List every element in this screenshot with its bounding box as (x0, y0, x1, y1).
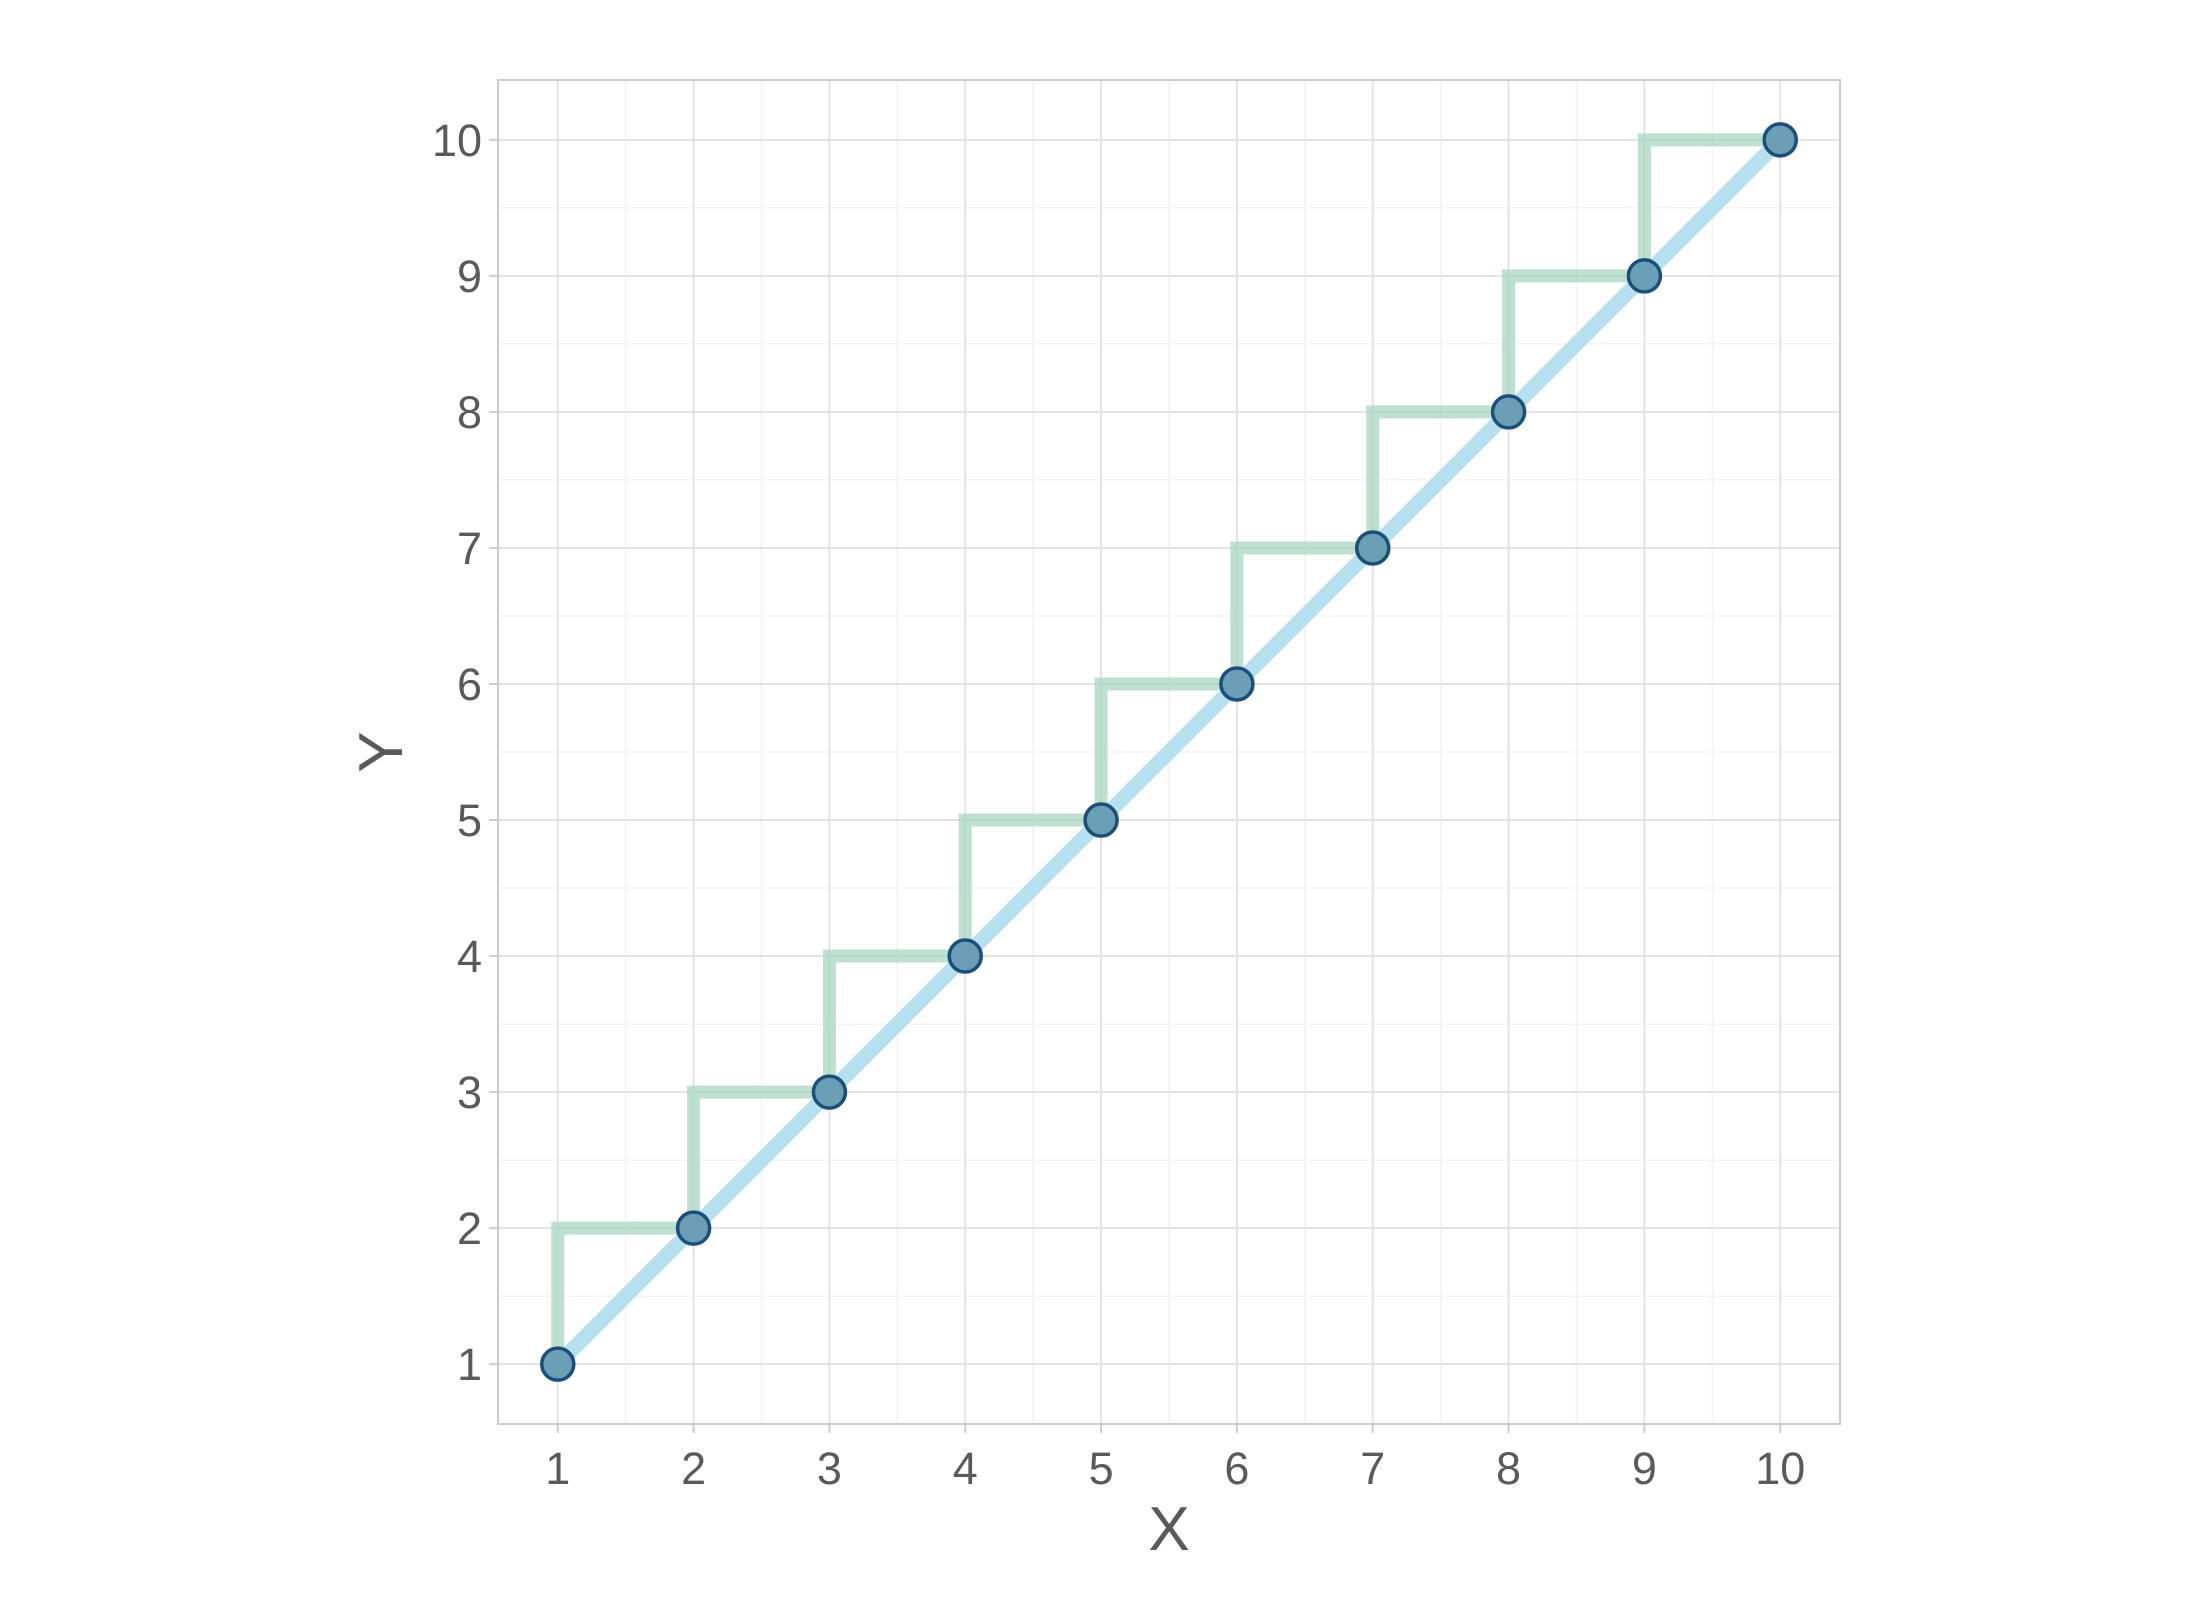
y-axis-title: Y (347, 731, 416, 772)
data-point (1354, 530, 1391, 566)
y-tick-label: 9 (457, 251, 482, 302)
x-axis-title: X (1148, 1495, 1189, 1564)
scatter-points (540, 122, 1798, 1382)
data-point (947, 938, 984, 974)
data-point (1762, 122, 1798, 158)
y-tick-label: 6 (457, 659, 482, 710)
x-tick-label: 10 (1755, 1443, 1805, 1494)
y-tick-label: 8 (457, 387, 482, 438)
y-tick-label: 10 (432, 115, 482, 166)
plot-panel-border (497, 79, 1841, 1425)
data-point (1490, 394, 1527, 430)
x-tick-label: 6 (1224, 1443, 1249, 1494)
data-point (811, 1074, 848, 1110)
data-point (675, 1210, 712, 1246)
y-tick-label: 2 (457, 1203, 482, 1254)
diagonal-series-line (552, 134, 1786, 1370)
x-tick-label: 3 (817, 1443, 842, 1494)
step-series-line (551, 133, 1781, 1365)
y-tick-label: 3 (457, 1067, 482, 1118)
data-point (1083, 802, 1119, 838)
y-tick-label: 5 (457, 795, 482, 846)
y-axis-ticks: 1 2 3 4 5 6 7 8 9 10 (432, 115, 498, 1390)
y-tick-label: 7 (457, 523, 482, 574)
x-tick-label: 7 (1360, 1443, 1385, 1494)
data-point (540, 1346, 576, 1382)
x-tick-label: 2 (681, 1443, 706, 1494)
step-series (551, 133, 1781, 1365)
x-tick-label: 8 (1496, 1443, 1521, 1494)
x-tick-label: 5 (1089, 1443, 1114, 1494)
x-axis-ticks: 1 2 3 4 5 6 7 8 9 10 (545, 1424, 1805, 1494)
x-tick-label: 1 (545, 1443, 570, 1494)
y-tick-label: 4 (457, 931, 482, 982)
x-tick-label: 4 (953, 1443, 978, 1494)
x-tick-label: 9 (1632, 1443, 1657, 1494)
diagonal-line-series (552, 134, 1786, 1370)
data-point (1219, 666, 1255, 702)
data-point (1626, 258, 1663, 294)
y-tick-label: 1 (457, 1339, 482, 1390)
